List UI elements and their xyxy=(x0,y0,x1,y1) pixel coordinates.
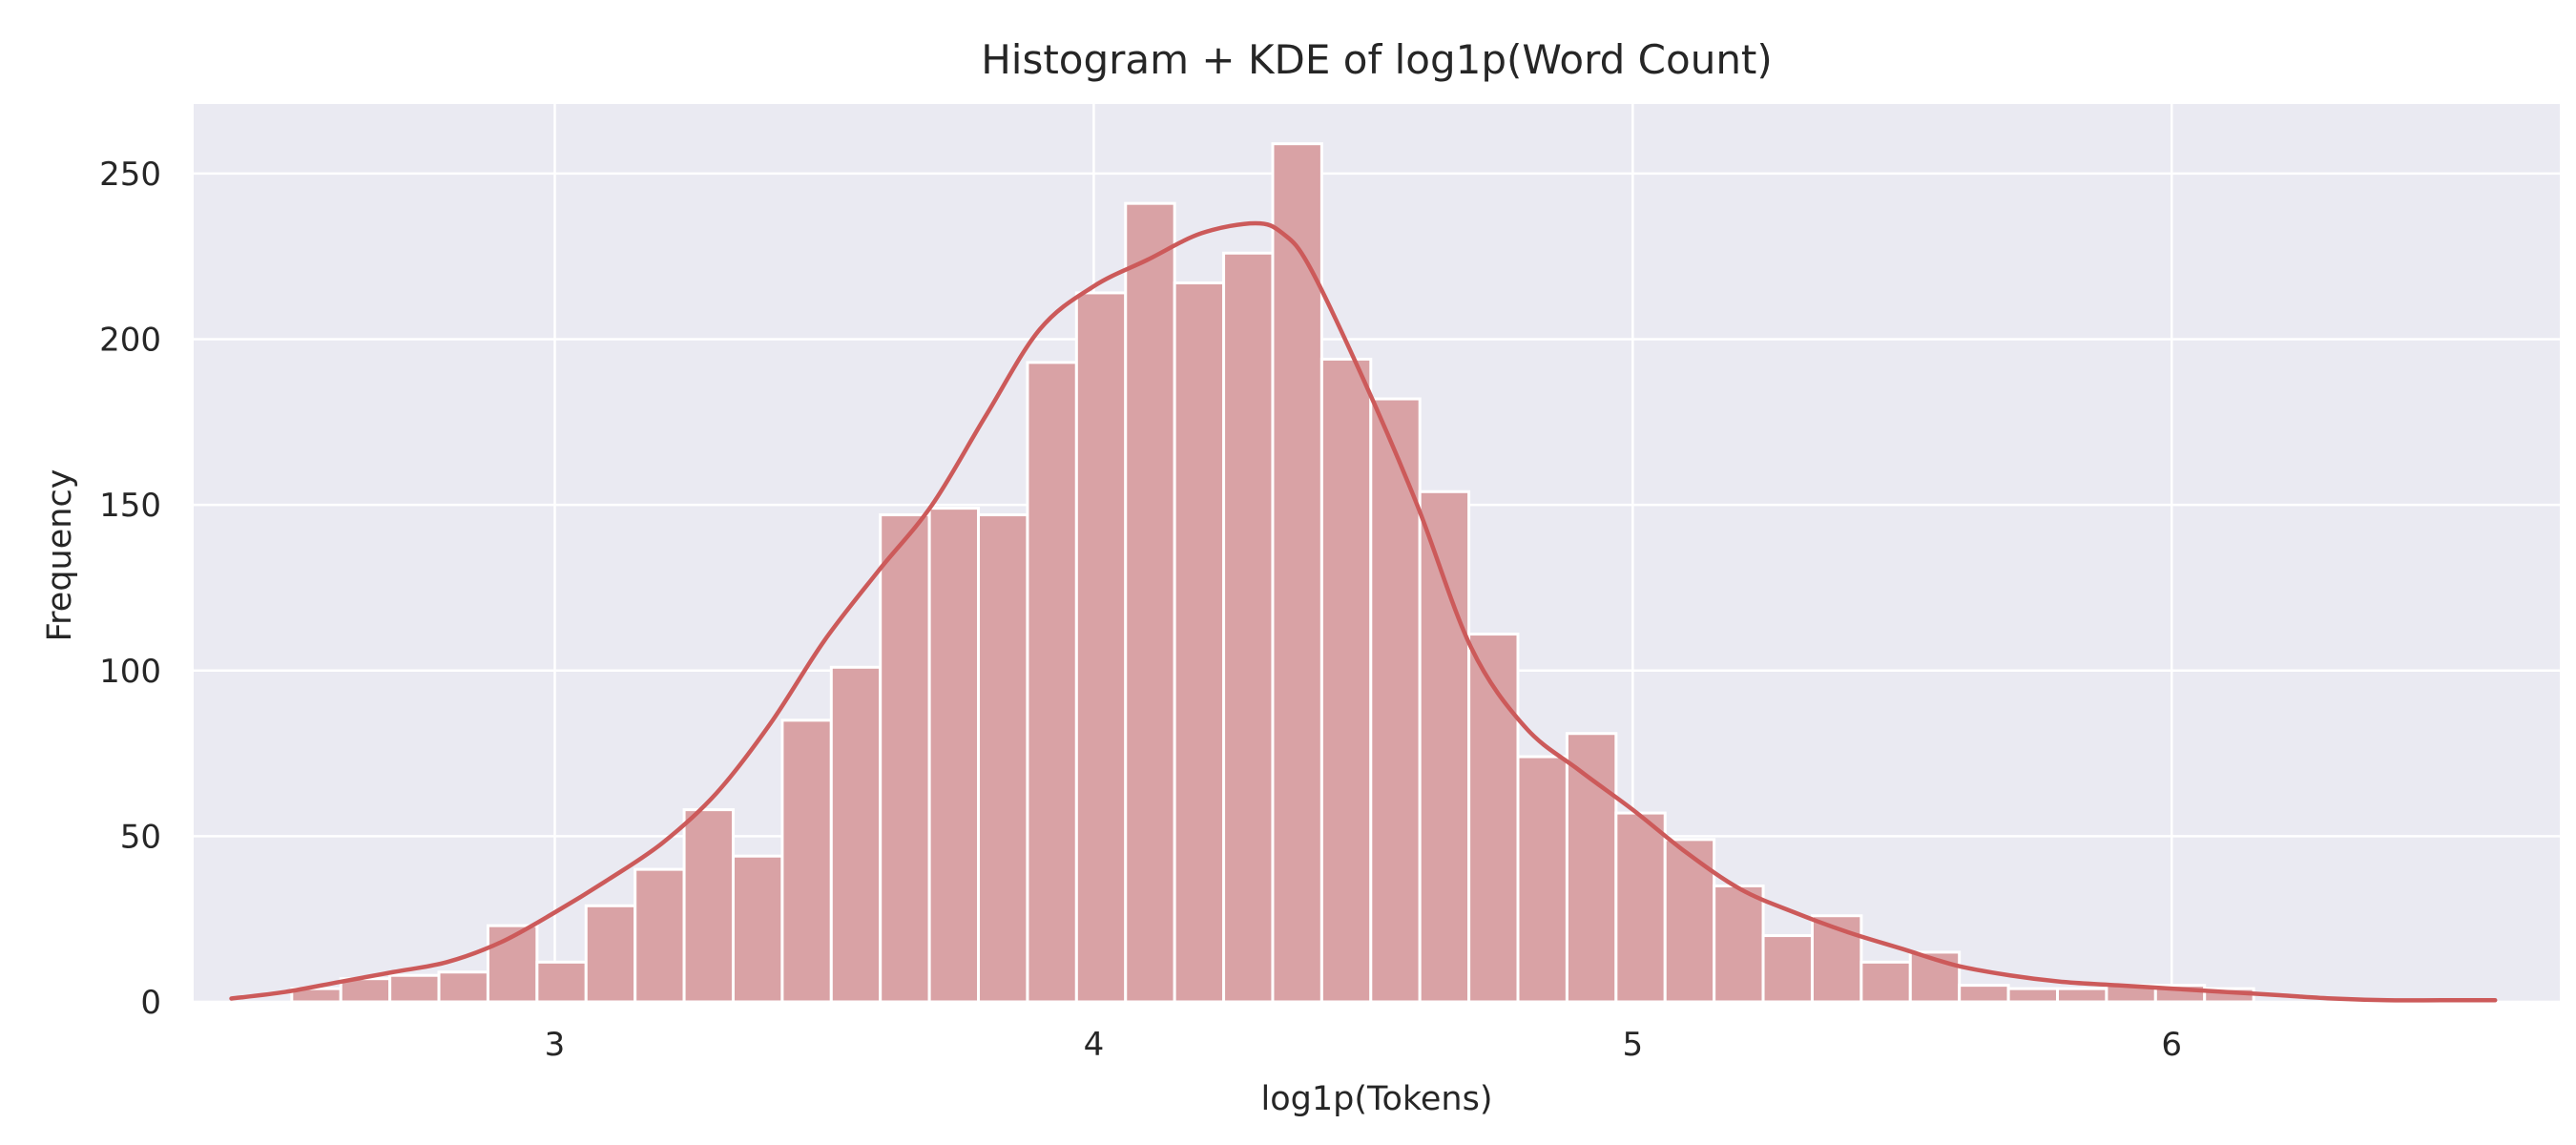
histogram-bar xyxy=(388,973,441,1004)
histogram-bar xyxy=(1713,884,1765,1004)
histogram-bar xyxy=(879,513,931,1004)
histogram-bar xyxy=(437,970,489,1004)
histogram-bar xyxy=(1222,251,1275,1004)
histogram-bar xyxy=(1565,732,1618,1004)
histogram-bar xyxy=(1026,361,1078,1004)
histogram-bar xyxy=(1958,984,2010,1004)
histogram-bar xyxy=(1859,960,1912,1004)
y-tick-labels: 0 50 100 150 200 250 xyxy=(99,156,161,1022)
x-tick-labels: 3 4 5 6 xyxy=(545,1026,2182,1064)
histogram-bars xyxy=(290,142,2255,1004)
x-tick-label: 4 xyxy=(1084,1026,1105,1064)
histogram-bar xyxy=(682,808,735,1004)
histogram-bar xyxy=(634,867,686,1004)
histogram-bar xyxy=(1369,397,1422,1004)
histogram-bar xyxy=(731,854,784,1004)
histogram-bar xyxy=(1074,291,1128,1004)
y-tick-label: 100 xyxy=(99,653,161,691)
histogram-bar xyxy=(1319,357,1373,1004)
y-tick-label: 250 xyxy=(99,156,161,194)
y-tick-label: 0 xyxy=(140,984,161,1022)
histogram-bar xyxy=(780,718,833,1004)
kde-line xyxy=(229,220,2498,1003)
x-tick-label: 3 xyxy=(545,1026,566,1064)
x-axis-title: log1p(Tokens) xyxy=(1261,1080,1493,1118)
histogram-bar xyxy=(1516,755,1568,1004)
histogram-bar xyxy=(829,665,883,1004)
x-tick-label: 5 xyxy=(1623,1026,1644,1064)
y-tick-label: 50 xyxy=(120,818,161,856)
histogram-bar xyxy=(1173,281,1226,1004)
histogram-bar xyxy=(1418,489,1471,1004)
histogram-bar xyxy=(1761,934,1814,1004)
histogram-bar xyxy=(977,513,1029,1004)
histogram-bar xyxy=(584,904,637,1004)
chart-title: Histogram + KDE of log1p(Word Count) xyxy=(981,36,1773,83)
kde-curve-group xyxy=(229,220,2498,1003)
histogram-bar xyxy=(927,507,981,1004)
y-tick-label: 150 xyxy=(99,487,161,525)
histogram-bar xyxy=(1614,811,1667,1004)
histogram-bar xyxy=(2055,987,2109,1004)
histogram-bar xyxy=(1124,201,1176,1004)
y-axis-title: Frequency xyxy=(41,469,79,642)
histogram-bar xyxy=(2006,987,2059,1004)
histogram-bar xyxy=(535,960,588,1004)
histogram-bar xyxy=(1663,838,1716,1004)
y-tick-label: 200 xyxy=(99,322,161,360)
x-tick-label: 6 xyxy=(2161,1026,2182,1064)
histogram-bar xyxy=(1271,142,1323,1004)
